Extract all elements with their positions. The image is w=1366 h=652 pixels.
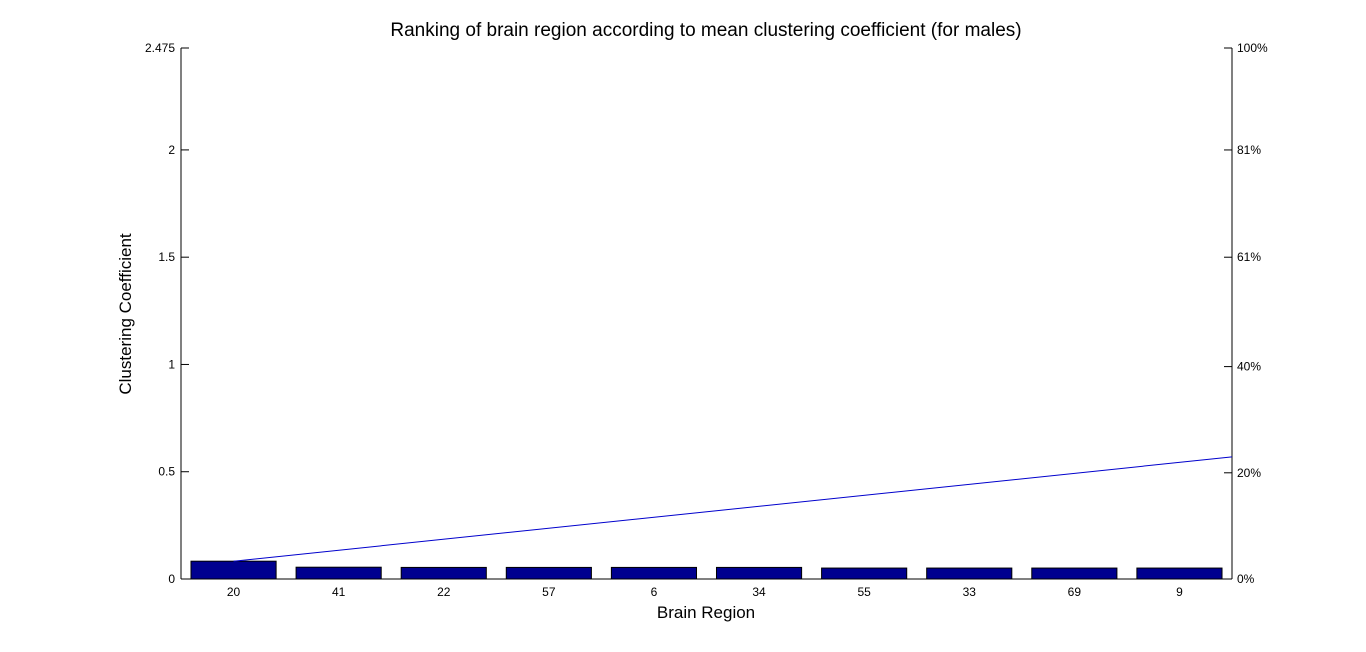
y-tick-label: 1.5: [158, 250, 175, 264]
y-tick-label: 0.5: [158, 465, 175, 479]
x-tick-label: 69: [1068, 585, 1082, 599]
bar: [505, 566, 592, 580]
y2-tick-label: 100%: [1237, 41, 1268, 55]
bar: [295, 566, 382, 580]
y2-tick-label: 81%: [1237, 143, 1261, 157]
plot-area: 0 0.5 1 1.5 2 2.475 0% 20% 40% 61% 81% 100% 20 41 22 57…: [145, 41, 1268, 599]
y-tick-label: 1: [168, 357, 175, 371]
x-tick-label: 22: [437, 585, 451, 599]
bar: [926, 567, 1013, 580]
y-axis-title: Clustering Coefficient: [116, 233, 135, 395]
bar: [400, 566, 487, 580]
y-tick-label: 0: [168, 572, 175, 586]
x-tick-label: 20: [227, 585, 241, 599]
y-tick-label: 2.475: [145, 41, 175, 55]
bar: [190, 560, 277, 580]
x-tick-label: 9: [1176, 585, 1183, 599]
chart-title: Ranking of brain region according to mea…: [390, 20, 1021, 41]
bar: [1031, 567, 1118, 580]
x-tick-label: 57: [542, 585, 556, 599]
x-tick-label: 41: [332, 585, 346, 599]
x-tick-label: 55: [857, 585, 871, 599]
y2-tick-label: 61%: [1237, 250, 1261, 264]
x-tick-label: 34: [752, 585, 766, 599]
cumulative-line: [233, 456, 1233, 562]
y2-tick-label: 40%: [1237, 360, 1261, 374]
bar: [715, 566, 803, 580]
x-tick-label: 33: [963, 585, 977, 599]
x-axis-title: Brain Region: [657, 603, 755, 622]
bar: [1136, 567, 1223, 580]
bar: [610, 566, 698, 580]
y-tick-label: 2: [168, 143, 175, 157]
y2-tick-label: 0%: [1237, 572, 1255, 586]
bar: [821, 567, 908, 580]
x-tick-label: 6: [651, 585, 658, 599]
y2-tick-label: 20%: [1237, 466, 1261, 480]
